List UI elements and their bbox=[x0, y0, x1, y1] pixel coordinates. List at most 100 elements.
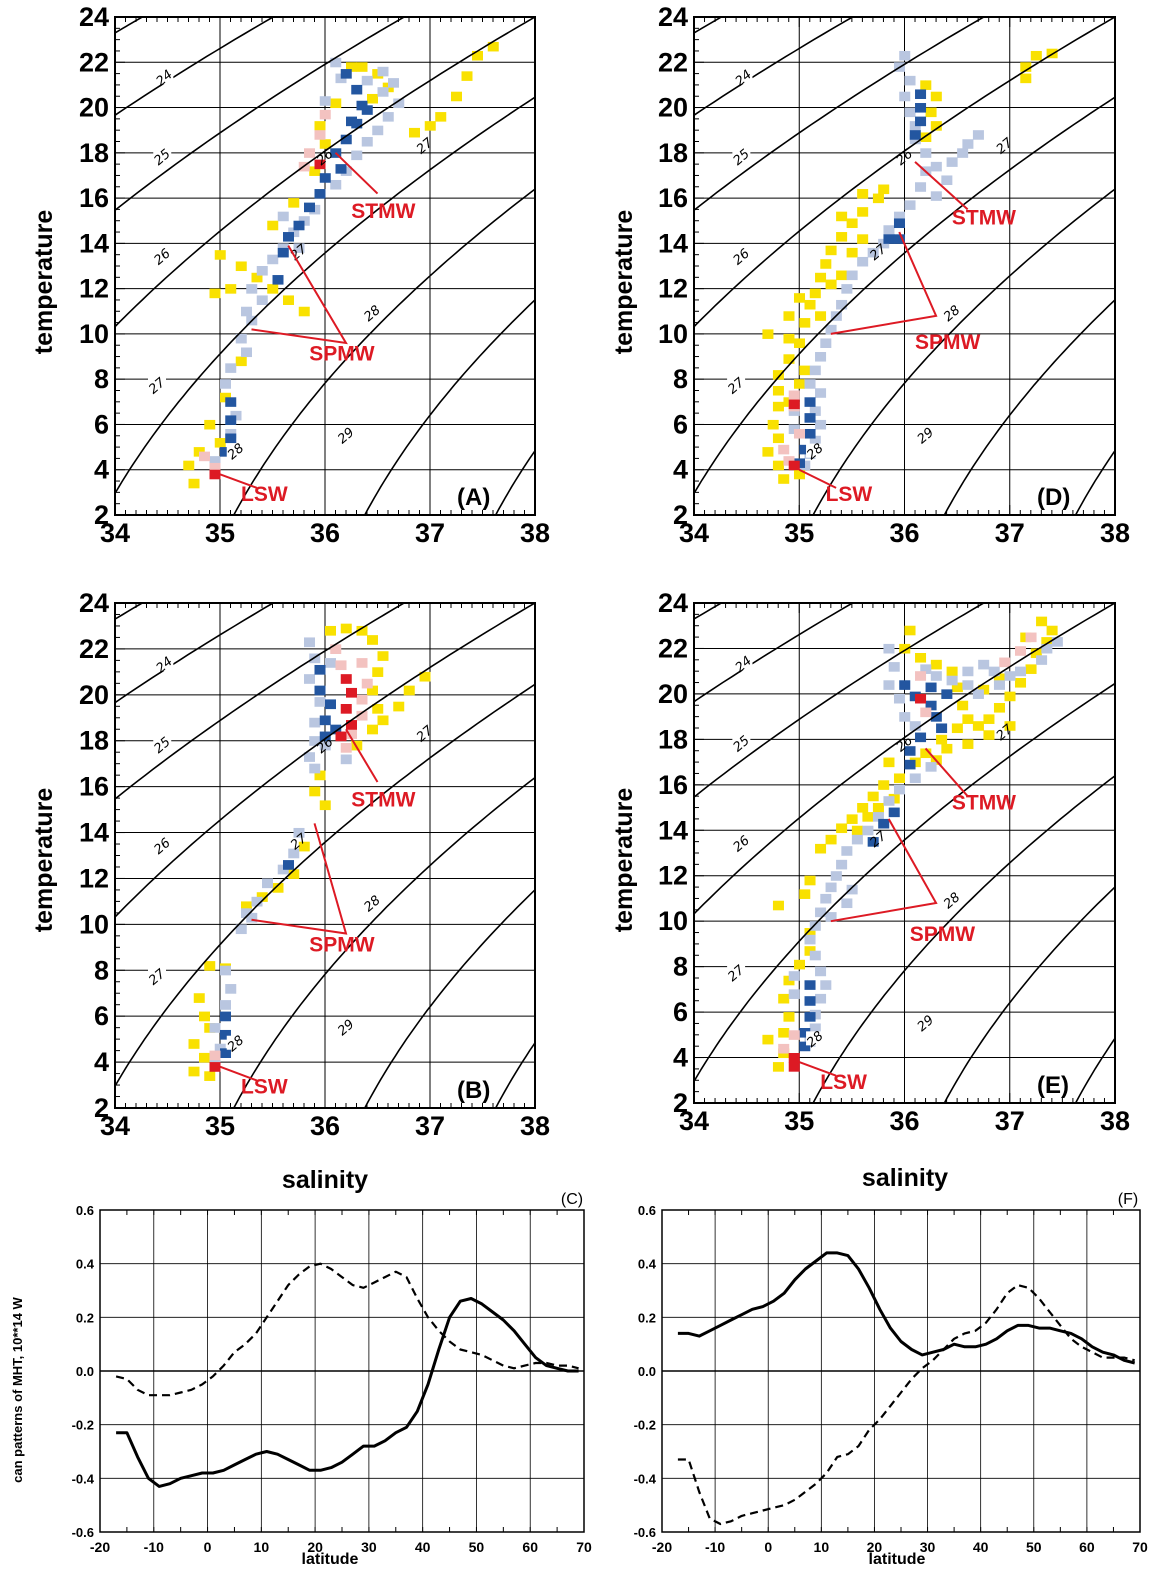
mht-panel-c: -20 -10 0 10 20 30 40 50 60 70 -0.6 -0.4 -0.2 0.0 0.2 0… bbox=[72, 1191, 592, 1555]
isopycnal-curve bbox=[1074, 449, 1115, 515]
ts-cell bbox=[893, 784, 905, 795]
y-tick-label: 20 bbox=[79, 93, 109, 123]
y-tick-label: 22 bbox=[658, 47, 688, 77]
ts-cell bbox=[915, 89, 927, 99]
water-mass-pointer bbox=[345, 728, 379, 783]
x-tick-label: -20 bbox=[652, 1539, 672, 1555]
y-tick-label: 14 bbox=[658, 228, 688, 258]
ts-cell bbox=[283, 295, 294, 305]
x-tick-label: 20 bbox=[867, 1539, 883, 1555]
water-mass-label: SPMW bbox=[915, 331, 981, 354]
ts-cell bbox=[915, 653, 927, 663]
ts-cell bbox=[356, 710, 368, 721]
ts-cell bbox=[220, 965, 231, 976]
ts-cell bbox=[841, 898, 853, 909]
ts-cell bbox=[188, 1066, 200, 1077]
ts-cell bbox=[872, 812, 884, 822]
water-mass-label: SPMW bbox=[910, 923, 976, 946]
ts-cell bbox=[1051, 637, 1063, 647]
isopycnal-curve bbox=[694, 603, 855, 703]
ts-cell bbox=[883, 796, 895, 806]
ts-cell bbox=[836, 823, 848, 834]
isopycnal-curve bbox=[115, 603, 535, 919]
ts-cell bbox=[904, 625, 916, 636]
ts-cell bbox=[204, 961, 216, 971]
y-tick-label: 2 bbox=[673, 500, 688, 530]
ts-cell bbox=[841, 846, 853, 856]
ts-cell bbox=[314, 770, 326, 781]
y-tick-label: 4 bbox=[673, 455, 688, 485]
isopycnal-curve bbox=[943, 298, 1115, 515]
ts-cell bbox=[815, 907, 827, 918]
ts-cell bbox=[235, 356, 247, 367]
y-tick-label: 20 bbox=[79, 680, 109, 710]
ts-cell bbox=[372, 125, 384, 136]
panel-letter: (D) bbox=[1037, 484, 1070, 511]
ts-cell bbox=[325, 625, 336, 636]
ts-cell bbox=[220, 1011, 231, 1022]
ts-cell bbox=[241, 908, 252, 918]
isopycnal-label-bg bbox=[732, 735, 751, 750]
water-mass-label: LSW bbox=[241, 483, 288, 506]
ts-cell bbox=[225, 363, 237, 373]
ts-cell bbox=[288, 198, 300, 208]
ts-cell bbox=[356, 100, 368, 111]
x-tick-label: 0 bbox=[204, 1539, 212, 1555]
y-tick-label: 16 bbox=[658, 770, 688, 800]
water-mass-label: SPMW bbox=[309, 933, 375, 956]
isopycnal-label-bg bbox=[727, 965, 746, 980]
isopycnal-curve bbox=[694, 17, 855, 117]
water-mass-pointer bbox=[219, 1065, 258, 1082]
panel-letter: (F) bbox=[1118, 1191, 1138, 1208]
ts-cell bbox=[1020, 73, 1032, 84]
ts-cell bbox=[487, 41, 499, 52]
isopycnal-label-bg bbox=[226, 443, 245, 458]
isopycnal-label: 27 bbox=[414, 723, 437, 746]
ts-cell bbox=[220, 1029, 231, 1040]
ts-cell bbox=[298, 306, 310, 317]
y-tick-label: 8 bbox=[673, 952, 688, 982]
ts-cell bbox=[1025, 664, 1037, 674]
x-tick-label: 50 bbox=[469, 1539, 485, 1555]
panel-letter: (E) bbox=[1037, 1072, 1069, 1099]
x-tick-label: 34 bbox=[679, 1106, 709, 1136]
ts-cell bbox=[904, 107, 916, 118]
ts-cell bbox=[220, 1000, 231, 1010]
ts-cell bbox=[199, 451, 210, 462]
ts-cell bbox=[325, 699, 336, 710]
ts-cell bbox=[820, 338, 832, 348]
x-tick-label: 38 bbox=[1100, 1106, 1130, 1136]
ts-cell bbox=[804, 980, 816, 990]
x-tick-label: 37 bbox=[995, 1106, 1025, 1136]
isopycnal-curve bbox=[812, 188, 1115, 515]
ts-cell bbox=[309, 717, 321, 728]
ts-cell bbox=[283, 860, 294, 870]
plot-area bbox=[694, 603, 1115, 1103]
water-mass-label: STMW bbox=[351, 789, 415, 812]
ts-cell bbox=[304, 674, 315, 684]
ts-xlabel-e: salinity bbox=[862, 1164, 948, 1192]
water-mass-label: LSW bbox=[241, 1076, 288, 1099]
ts-cell bbox=[920, 148, 932, 158]
y-tick-label: 10 bbox=[658, 319, 688, 349]
ts-cell bbox=[319, 731, 331, 742]
y-tick-label: 18 bbox=[79, 726, 109, 756]
y-tick-label: 0.0 bbox=[638, 1364, 656, 1379]
ts-cell bbox=[356, 694, 368, 705]
ts-cell bbox=[893, 211, 905, 222]
ts-cell bbox=[846, 270, 858, 281]
ts-cell bbox=[951, 723, 963, 734]
y-tick-label: -0.6 bbox=[72, 1525, 94, 1540]
ts-cell bbox=[319, 96, 331, 106]
ts-cell bbox=[403, 685, 415, 696]
ts-cell bbox=[993, 680, 1005, 690]
ts-cell bbox=[783, 311, 795, 321]
ts-cell bbox=[241, 901, 252, 912]
ts-cell bbox=[788, 1062, 800, 1072]
ts-cell bbox=[1004, 671, 1016, 681]
ts-cell bbox=[346, 116, 357, 127]
ts-cell bbox=[846, 884, 858, 895]
ts-cell bbox=[330, 179, 342, 190]
x-tick-label: -10 bbox=[705, 1539, 725, 1555]
y-tick-label: 0.2 bbox=[638, 1310, 656, 1325]
